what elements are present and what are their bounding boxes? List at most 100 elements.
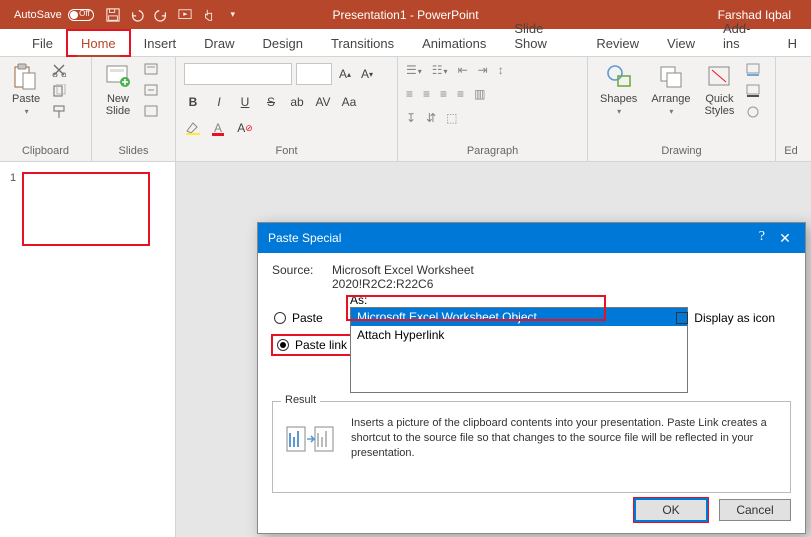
new-slide-button[interactable]: New Slide <box>100 61 136 119</box>
slideshow-icon[interactable] <box>174 4 196 26</box>
shrink-font-icon[interactable]: A▾ <box>358 65 376 83</box>
tab-transitions[interactable]: Transitions <box>317 30 408 56</box>
dialog-title: Paste Special <box>268 231 341 245</box>
thumbnail-item[interactable]: 1 <box>10 172 165 246</box>
list-item[interactable]: Attach Hyperlink <box>351 326 687 344</box>
help-icon[interactable]: ? <box>759 229 765 245</box>
group-drawing-label: Drawing <box>596 145 767 159</box>
autosave-toggle[interactable]: AutoSave Off <box>8 9 100 21</box>
tab-animations[interactable]: Animations <box>408 30 500 56</box>
line-spacing-icon[interactable]: ↕ <box>498 63 504 77</box>
close-icon[interactable]: ✕ <box>773 227 797 249</box>
paste-button[interactable]: Paste ▾ <box>8 61 44 118</box>
ribbon-tabs: File Home Insert Draw Design Transitions… <box>0 29 811 57</box>
grow-font-icon[interactable]: A▴ <box>336 65 354 83</box>
shadow-button[interactable]: ab <box>288 93 306 111</box>
radio-icon <box>277 339 289 351</box>
tab-more[interactable]: H <box>774 30 811 56</box>
toggle-icon[interactable]: Off <box>68 9 94 21</box>
group-paragraph: ☰▾ ☷▾ ⇤ ⇥ ↕ ≡ ≡ ≡ ≡ ▥ ↧ ⇵ ⬚ Paragraph <box>398 57 588 161</box>
tab-view[interactable]: View <box>653 30 709 56</box>
tab-draw[interactable]: Draw <box>190 30 248 56</box>
shape-effects-icon[interactable] <box>744 103 762 121</box>
document-title: Presentation1 - PowerPoint <box>332 8 478 22</box>
as-label: As: <box>350 293 367 307</box>
group-drawing: Shapes▾ Arrange▾ Quick Styles Drawing <box>588 57 776 161</box>
list-item[interactable]: Microsoft Excel Worksheet Object <box>351 308 687 326</box>
spacing-button[interactable]: AV <box>314 93 332 111</box>
group-slides: New Slide Slides <box>92 57 176 161</box>
font-name-combo[interactable] <box>184 63 292 85</box>
underline-button[interactable]: U <box>236 93 254 111</box>
touch-mode-icon[interactable] <box>198 4 220 26</box>
source-line1: Microsoft Excel Worksheet <box>332 263 474 277</box>
group-slides-label: Slides <box>100 145 167 159</box>
numbering-icon[interactable]: ☷▾ <box>432 63 448 77</box>
highlight-color-icon[interactable] <box>184 119 202 137</box>
tab-insert[interactable]: Insert <box>130 30 191 56</box>
reset-icon[interactable] <box>142 82 160 100</box>
slide-thumbnail[interactable] <box>22 172 150 246</box>
new-slide-icon <box>104 63 132 91</box>
tab-review[interactable]: Review <box>582 30 653 56</box>
arrange-button[interactable]: Arrange▾ <box>647 61 694 118</box>
layout-icon[interactable] <box>142 61 160 79</box>
font-size-combo[interactable] <box>296 63 332 85</box>
copy-icon[interactable] <box>50 82 68 100</box>
radio-paste[interactable]: Paste <box>274 311 350 325</box>
new-slide-label: New Slide <box>106 93 130 117</box>
strike-button[interactable]: S <box>262 93 280 111</box>
columns-icon[interactable]: ▥ <box>474 87 485 101</box>
indent-right-icon[interactable]: ⇥ <box>478 63 488 77</box>
result-icon <box>285 418 337 458</box>
paste-special-dialog: Paste Special ? ✕ Source: Microsoft Exce… <box>257 222 806 534</box>
shapes-icon <box>605 63 633 91</box>
bold-button[interactable]: B <box>184 93 202 111</box>
checkbox-icon <box>676 312 688 324</box>
thumbnail-pane[interactable]: 1 <box>0 162 176 537</box>
display-as-icon-checkbox[interactable]: Display as icon <box>676 311 775 325</box>
clear-formatting-icon[interactable]: A⊘ <box>236 119 254 137</box>
autosave-label: AutoSave <box>14 9 62 21</box>
tab-slideshow[interactable]: Slide Show <box>500 15 582 56</box>
shapes-button[interactable]: Shapes▾ <box>596 61 641 118</box>
chevron-down-icon: ▾ <box>25 107 29 116</box>
format-painter-icon[interactable] <box>50 103 68 121</box>
tab-design[interactable]: Design <box>249 30 317 56</box>
cancel-button[interactable]: Cancel <box>719 499 791 521</box>
align-text-icon[interactable]: ⇵ <box>426 111 436 125</box>
qat-dropdown-icon[interactable]: ▾ <box>222 4 244 26</box>
quick-styles-icon <box>705 63 733 91</box>
cut-icon[interactable] <box>50 61 68 79</box>
quick-styles-button[interactable]: Quick Styles <box>700 61 738 119</box>
ribbon: Paste ▾ Clipboard New Slide <box>0 57 811 162</box>
title-bar: AutoSave Off ▾ Presentation1 - PowerPoin… <box>0 0 811 29</box>
shape-fill-icon[interactable] <box>744 61 762 79</box>
as-list[interactable]: Microsoft Excel Worksheet Object Attach … <box>350 307 688 393</box>
italic-button[interactable]: I <box>210 93 228 111</box>
group-clipboard-label: Clipboard <box>8 145 83 159</box>
radio-paste-link[interactable]: Paste link <box>274 337 350 353</box>
redo-icon[interactable] <box>150 4 172 26</box>
case-button[interactable]: Aa <box>340 93 358 111</box>
bullets-icon[interactable]: ☰▾ <box>406 63 422 77</box>
align-center-icon[interactable]: ≡ <box>423 87 430 101</box>
tab-addins[interactable]: Add-ins <box>709 15 774 56</box>
shape-outline-icon[interactable] <box>744 82 762 100</box>
tab-file[interactable]: File <box>18 30 67 56</box>
font-color-icon[interactable]: A <box>210 119 228 137</box>
section-icon[interactable] <box>142 103 160 121</box>
ok-button[interactable]: OK <box>635 499 707 521</box>
dialog-titlebar[interactable]: Paste Special ? ✕ <box>258 223 805 253</box>
source-line2: 2020!R2C2:R22C6 <box>332 277 474 291</box>
indent-left-icon[interactable]: ⇤ <box>458 63 468 77</box>
align-right-icon[interactable]: ≡ <box>440 87 447 101</box>
align-left-icon[interactable]: ≡ <box>406 87 413 101</box>
tab-home[interactable]: Home <box>67 30 130 56</box>
text-direction-icon[interactable]: ↧ <box>406 111 416 125</box>
undo-icon[interactable] <box>126 4 148 26</box>
save-icon[interactable] <box>102 4 124 26</box>
justify-icon[interactable]: ≡ <box>457 87 464 101</box>
group-font: A▴ A▾ B I U S ab AV Aa A A⊘ Font <box>176 57 398 161</box>
smartart-icon[interactable]: ⬚ <box>446 111 457 125</box>
